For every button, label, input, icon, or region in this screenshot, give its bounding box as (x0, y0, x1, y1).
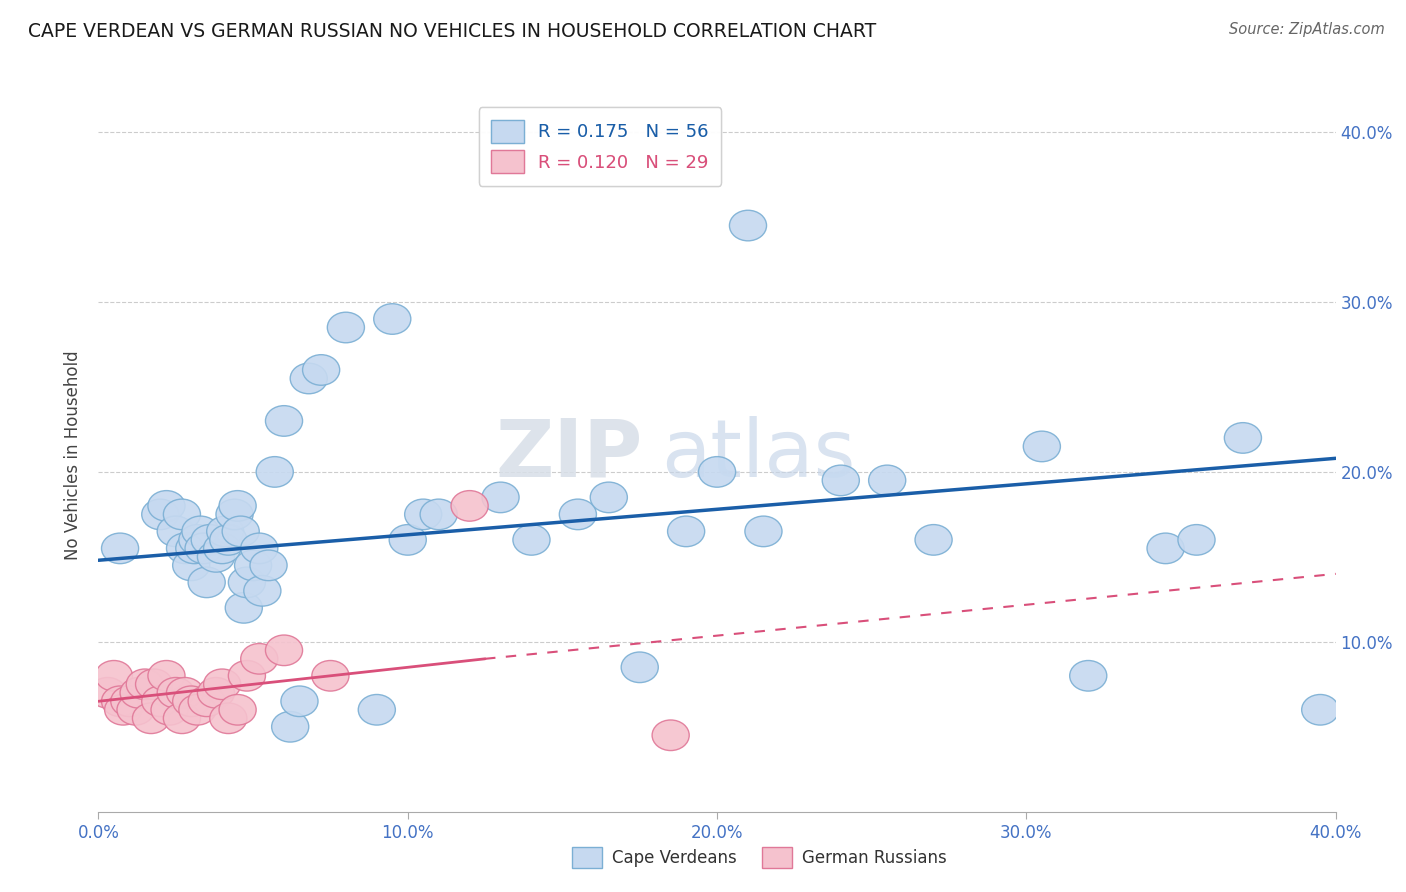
Ellipse shape (281, 686, 318, 716)
Y-axis label: No Vehicles in Household: No Vehicles in Household (65, 350, 83, 560)
Ellipse shape (745, 516, 782, 547)
Ellipse shape (591, 482, 627, 513)
Ellipse shape (197, 678, 235, 708)
Ellipse shape (621, 652, 658, 682)
Legend: R = 0.175   N = 56, R = 0.120   N = 29: R = 0.175 N = 56, R = 0.120 N = 29 (478, 107, 721, 186)
Ellipse shape (176, 533, 212, 564)
Ellipse shape (405, 500, 441, 530)
Ellipse shape (163, 500, 201, 530)
Ellipse shape (374, 303, 411, 334)
Ellipse shape (513, 524, 550, 555)
Ellipse shape (1147, 533, 1184, 564)
Ellipse shape (186, 533, 222, 564)
Ellipse shape (111, 686, 148, 716)
Ellipse shape (101, 686, 139, 716)
Ellipse shape (240, 643, 278, 674)
Ellipse shape (235, 550, 271, 581)
Ellipse shape (219, 695, 256, 725)
Ellipse shape (823, 465, 859, 496)
Ellipse shape (290, 363, 328, 393)
Ellipse shape (228, 567, 266, 598)
Ellipse shape (1302, 695, 1339, 725)
Ellipse shape (915, 524, 952, 555)
Ellipse shape (188, 567, 225, 598)
Ellipse shape (668, 516, 704, 547)
Ellipse shape (302, 355, 340, 385)
Ellipse shape (166, 533, 204, 564)
Ellipse shape (89, 678, 127, 708)
Ellipse shape (228, 660, 266, 691)
Ellipse shape (96, 660, 132, 691)
Ellipse shape (1225, 423, 1261, 453)
Ellipse shape (209, 524, 247, 555)
Ellipse shape (191, 524, 228, 555)
Ellipse shape (699, 457, 735, 487)
Ellipse shape (240, 533, 278, 564)
Ellipse shape (243, 575, 281, 607)
Ellipse shape (312, 660, 349, 691)
Ellipse shape (179, 695, 217, 725)
Ellipse shape (104, 695, 142, 725)
Ellipse shape (173, 686, 209, 716)
Ellipse shape (142, 686, 179, 716)
Ellipse shape (217, 500, 253, 530)
Ellipse shape (127, 669, 163, 699)
Ellipse shape (328, 312, 364, 343)
Ellipse shape (197, 541, 235, 572)
Text: CAPE VERDEAN VS GERMAN RUSSIAN NO VEHICLES IN HOUSEHOLD CORRELATION CHART: CAPE VERDEAN VS GERMAN RUSSIAN NO VEHICL… (28, 22, 876, 41)
Ellipse shape (250, 550, 287, 581)
Ellipse shape (135, 669, 173, 699)
Ellipse shape (179, 524, 217, 555)
Ellipse shape (157, 516, 194, 547)
Ellipse shape (420, 500, 457, 530)
Ellipse shape (148, 491, 186, 521)
Ellipse shape (173, 550, 209, 581)
Ellipse shape (181, 516, 219, 547)
Ellipse shape (1070, 660, 1107, 691)
Ellipse shape (1024, 431, 1060, 462)
Ellipse shape (142, 500, 179, 530)
Ellipse shape (163, 703, 201, 733)
Ellipse shape (117, 695, 155, 725)
Ellipse shape (389, 524, 426, 555)
Ellipse shape (652, 720, 689, 750)
Text: atlas: atlas (661, 416, 856, 494)
Ellipse shape (271, 712, 309, 742)
Ellipse shape (207, 516, 243, 547)
Ellipse shape (209, 703, 247, 733)
Ellipse shape (1178, 524, 1215, 555)
Ellipse shape (120, 678, 157, 708)
Ellipse shape (166, 678, 204, 708)
Ellipse shape (204, 533, 240, 564)
Ellipse shape (266, 406, 302, 436)
Ellipse shape (101, 533, 139, 564)
Ellipse shape (148, 660, 186, 691)
Ellipse shape (560, 500, 596, 530)
Ellipse shape (225, 592, 263, 624)
Legend: Cape Verdeans, German Russians: Cape Verdeans, German Russians (565, 840, 953, 875)
Ellipse shape (222, 516, 259, 547)
Ellipse shape (482, 482, 519, 513)
Ellipse shape (451, 491, 488, 521)
Ellipse shape (157, 678, 194, 708)
Ellipse shape (219, 491, 256, 521)
Ellipse shape (869, 465, 905, 496)
Ellipse shape (359, 695, 395, 725)
Text: ZIP: ZIP (495, 416, 643, 494)
Ellipse shape (266, 635, 302, 665)
Ellipse shape (730, 211, 766, 241)
Ellipse shape (256, 457, 294, 487)
Ellipse shape (204, 669, 240, 699)
Ellipse shape (132, 703, 170, 733)
Ellipse shape (188, 686, 225, 716)
Ellipse shape (150, 695, 188, 725)
Text: Source: ZipAtlas.com: Source: ZipAtlas.com (1229, 22, 1385, 37)
